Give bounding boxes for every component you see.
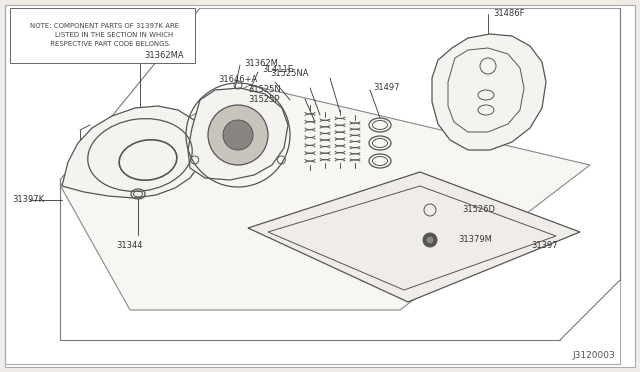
- Text: 31362M: 31362M: [244, 58, 278, 67]
- Text: 31397K: 31397K: [12, 196, 44, 205]
- Text: 3L411E: 3L411E: [262, 65, 293, 74]
- Circle shape: [423, 233, 437, 247]
- Circle shape: [208, 105, 268, 165]
- Polygon shape: [248, 172, 580, 302]
- Text: 31525P: 31525P: [248, 96, 280, 105]
- Circle shape: [223, 120, 253, 150]
- Polygon shape: [188, 88, 288, 180]
- Text: 31486F: 31486F: [493, 9, 525, 17]
- Text: 31646+A: 31646+A: [218, 74, 257, 83]
- Text: 31379M: 31379M: [458, 235, 492, 244]
- Text: 31397: 31397: [531, 241, 557, 250]
- Text: 31362MA: 31362MA: [144, 51, 184, 60]
- Text: 31525N: 31525N: [248, 84, 281, 93]
- Text: 31497: 31497: [373, 83, 399, 92]
- Text: J3120003: J3120003: [572, 351, 615, 360]
- Text: 31526D: 31526D: [462, 205, 495, 215]
- Text: NOTE: COMPONENT PARTS OF 31397K ARE
        LISTED IN THE SECTION IN WHICH
     : NOTE: COMPONENT PARTS OF 31397K ARE LIST…: [31, 23, 180, 46]
- Text: 31525NA: 31525NA: [270, 70, 308, 78]
- Circle shape: [426, 237, 433, 244]
- FancyBboxPatch shape: [10, 8, 195, 63]
- Polygon shape: [432, 34, 546, 150]
- Polygon shape: [62, 106, 204, 198]
- Text: 31344: 31344: [116, 241, 143, 250]
- Polygon shape: [60, 85, 590, 310]
- FancyBboxPatch shape: [5, 5, 635, 367]
